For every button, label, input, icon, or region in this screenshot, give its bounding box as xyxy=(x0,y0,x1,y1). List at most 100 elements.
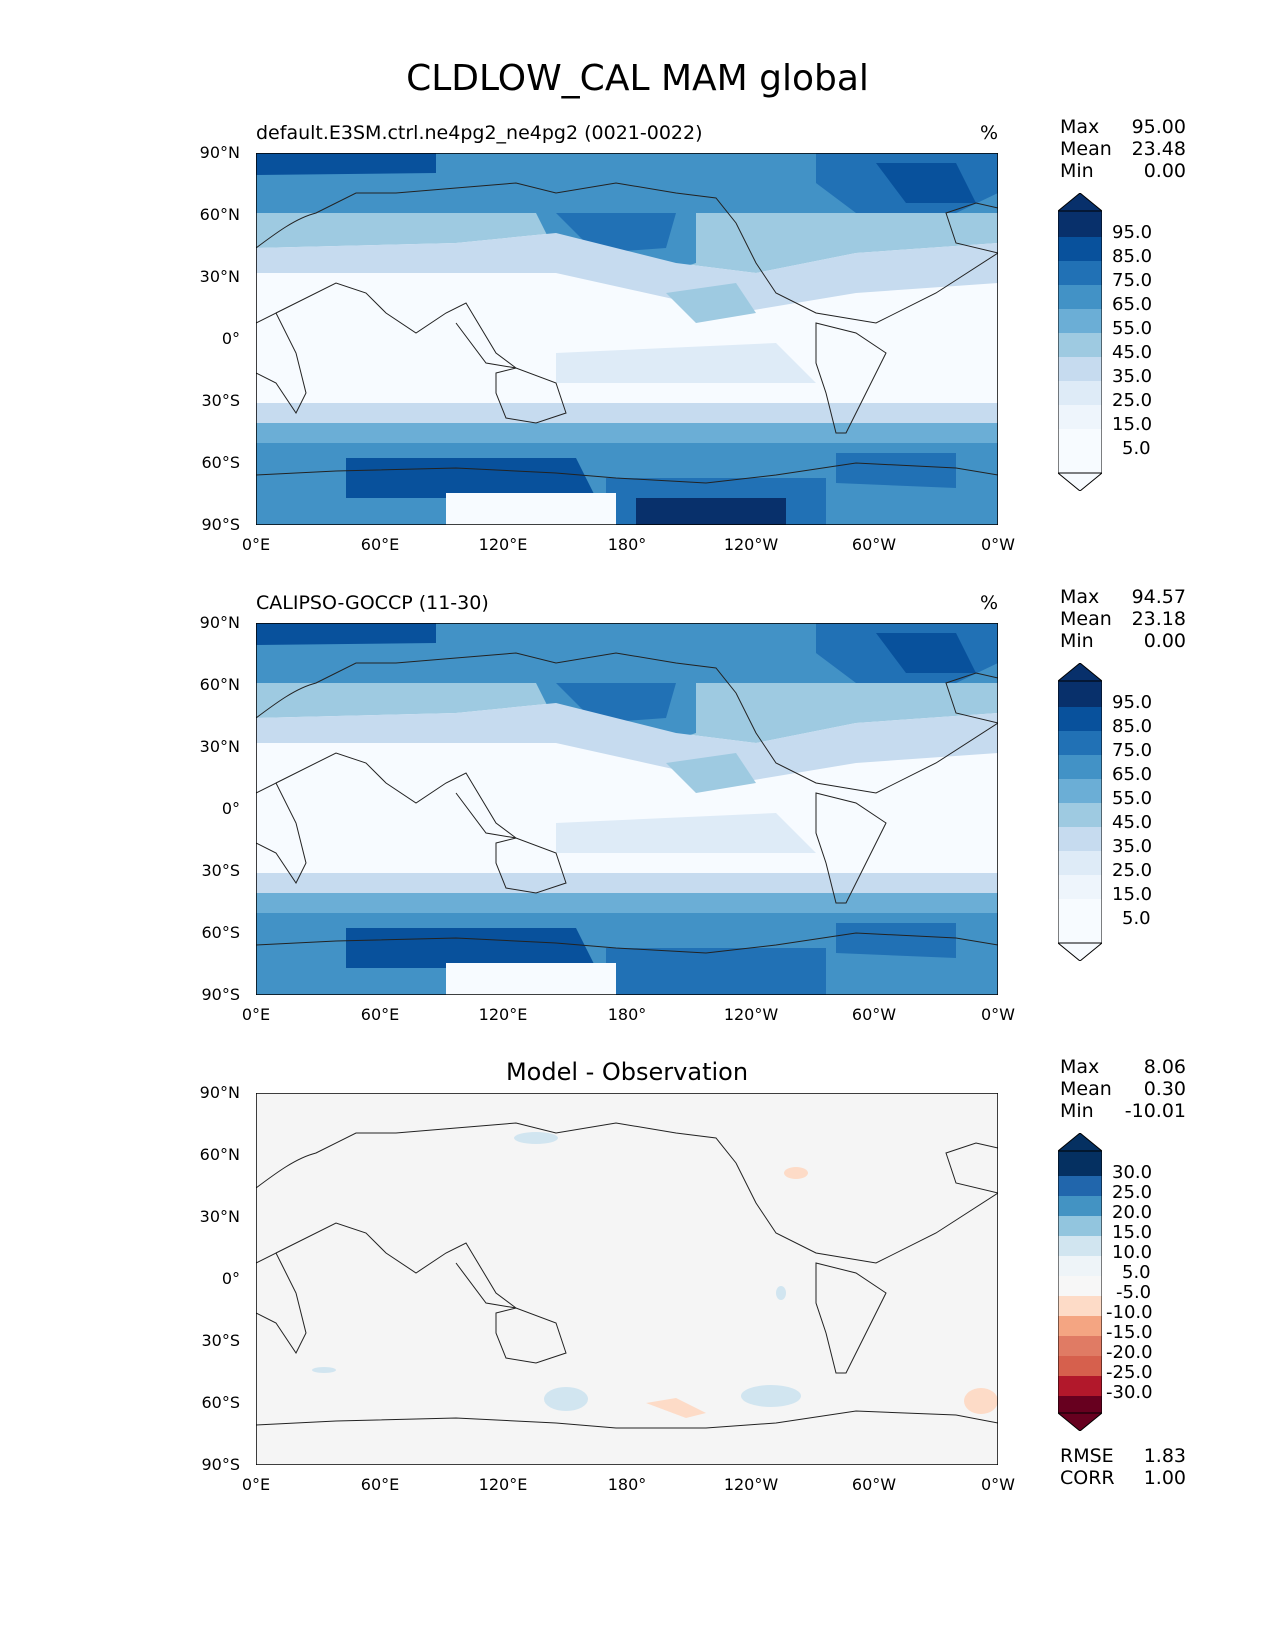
panel-1-colorbar-bin-5 xyxy=(1058,333,1102,357)
panel-2-title: CALIPSO-GOCCP (11-30) xyxy=(256,592,489,614)
panel-1-so-core-indian xyxy=(346,458,596,498)
panel-1-californian-sc xyxy=(666,283,756,323)
panel-3-cbar-label-20: 20.0 xyxy=(1112,1202,1153,1223)
panel-1-lat-60s: 60°S xyxy=(201,453,240,472)
panel-1-cbar-label-35: 35.0 xyxy=(1112,366,1153,387)
panel-3-rmse-value: 1.83 xyxy=(1143,1445,1186,1467)
panel-2-lon-0e: 0°E xyxy=(241,1005,271,1024)
figure-title: CLDLOW_CAL MAM global xyxy=(406,58,869,99)
panel-2-tropics-light xyxy=(556,813,816,853)
panel-3-lat-0: 0° xyxy=(221,1269,240,1288)
panel-1-cbar-label-15: 15.0 xyxy=(1112,414,1153,435)
panel-1-colorbar-bin-9 xyxy=(1058,237,1102,261)
panel-3-colorbar-bin-1 xyxy=(1058,1396,1102,1413)
panel-2-cbar-label-45: 45.0 xyxy=(1112,812,1153,833)
panel-2-colorbar-bin-4 xyxy=(1058,827,1102,851)
panel-2-lon-0w: 0°W xyxy=(981,1005,1015,1024)
panel-3-corr-value: 1.00 xyxy=(1143,1467,1186,1489)
panel-1-colorbar-bottom-arrow xyxy=(1058,472,1102,491)
panel-3-lon-60w: 60°W xyxy=(851,1475,897,1494)
panel-2-colorbar-bin-10 xyxy=(1058,681,1102,707)
panel-3-colorbar-bin-8 xyxy=(1058,1256,1102,1276)
panel-3-cbar-label-neg25: -25.0 xyxy=(1106,1362,1153,1383)
panel-2-colorbar-bin-1 xyxy=(1058,899,1102,943)
panel-2-lon-60e: 60°E xyxy=(360,1005,400,1024)
panel-2-lat-90n: 90°N xyxy=(199,613,240,632)
panel-2-colorbar-bin-7 xyxy=(1058,755,1102,779)
panel-3-lat-90n: 90°N xyxy=(199,1083,240,1102)
panel-3-mean-label: Mean xyxy=(1060,1078,1112,1100)
panel-1-colorbar-bin-6 xyxy=(1058,309,1102,333)
panel-1-cbar-label-85: 85.0 xyxy=(1112,246,1153,267)
panel-1-cbar-label-65: 65.0 xyxy=(1112,294,1153,315)
panel-2-lat-60n: 60°N xyxy=(199,675,240,694)
panel-1-cbar-label-25: 25.0 xyxy=(1112,390,1153,411)
panel-1-antarctic-plateau xyxy=(446,493,616,525)
panel-3-colorbar-bin-10 xyxy=(1058,1216,1102,1236)
panel-3-anomaly-swatlantic xyxy=(964,1388,998,1414)
panel-3-colorbar-top-arrow xyxy=(1058,1133,1102,1152)
panel-2-californian-sc xyxy=(666,753,756,793)
panel-3-corr-label: CORR xyxy=(1060,1467,1115,1489)
panel-2-cbar-label-75: 75.0 xyxy=(1112,740,1153,761)
panel-2-antarctic-core xyxy=(636,968,786,995)
panel-3-coastlines xyxy=(256,1122,998,1429)
panel-2-colorbar-bin-9 xyxy=(1058,707,1102,731)
panel-3-lon-60e: 60°E xyxy=(360,1475,400,1494)
panel-3-anomaly-sindian xyxy=(544,1387,588,1411)
panel-3-max-value: 8.06 xyxy=(1143,1056,1186,1078)
panel-1-cbar-label-75: 75.0 xyxy=(1112,270,1153,291)
panel-3-colorbar-bottom-arrow xyxy=(1058,1412,1102,1431)
panel-3-cbar-label-neg5: -5.0 xyxy=(1116,1282,1152,1303)
panel-3-colorbar-bin-4 xyxy=(1058,1336,1102,1356)
panel-3-cbar-label-neg10: -10.0 xyxy=(1106,1302,1153,1323)
panel-1-lon-120e: 120°E xyxy=(478,535,528,554)
panel-1-colorbar-bin-7 xyxy=(1058,285,1102,309)
panel-3-lon-120w: 120°W xyxy=(723,1475,779,1494)
panel-3-colorbar-bin-13 xyxy=(1058,1151,1102,1176)
panel-2-colorbar-bottom-arrow xyxy=(1058,942,1102,961)
panel-2-coastlines xyxy=(256,652,998,954)
panel-1-colorbar-frame xyxy=(1058,210,1102,474)
panel-1-units: % xyxy=(980,122,999,144)
panel-2-cbar-label-5: 5.0 xyxy=(1122,908,1151,929)
panel-1-lon-0w: 0°W xyxy=(981,535,1015,554)
panel-1-midlat-north-light xyxy=(256,233,998,313)
panel-3-min-label: Min xyxy=(1060,1100,1094,1122)
panel-2-colorbar-bin-6 xyxy=(1058,779,1102,803)
panel-3-cbar-label-15: 15.0 xyxy=(1112,1222,1153,1243)
panel-3-colorbar-bin-7 xyxy=(1058,1276,1102,1296)
panel-1-colorbar-bin-1 xyxy=(1058,429,1102,473)
panel-2-map xyxy=(256,623,998,995)
panel-3-anomaly-tropics xyxy=(776,1286,786,1300)
panel-1-antarctic-core xyxy=(636,498,786,525)
panel-3-anomaly-npacific xyxy=(784,1167,808,1179)
panel-2-greenland-core xyxy=(876,633,976,673)
panel-2-so-core-indian xyxy=(346,928,596,968)
panel-3-lat-60s: 60°S xyxy=(201,1393,240,1412)
panel-1-cbar-label-95: 95.0 xyxy=(1112,222,1153,243)
panel-2-cbar-label-25: 25.0 xyxy=(1112,860,1153,881)
panel-1-min-value: 0.00 xyxy=(1143,160,1186,182)
panel-1-lat-30n: 30°N xyxy=(199,267,240,286)
panel-3-lon-0w: 0°W xyxy=(981,1475,1015,1494)
panel-2-antarctic-plateau xyxy=(446,963,616,995)
panel-1-lat-0: 0° xyxy=(221,329,240,348)
panel-3-colorbar-bin-12 xyxy=(1058,1176,1102,1196)
panel-2-cbar-label-95: 95.0 xyxy=(1112,692,1153,713)
panel-3-cbar-label-10: 10.0 xyxy=(1112,1242,1153,1263)
panel-2-so-core-atlantic xyxy=(836,923,956,958)
panel-1-max-value: 95.00 xyxy=(1131,116,1186,138)
panel-3-map-background xyxy=(256,1093,998,1465)
panel-1-lon-60e: 60°E xyxy=(360,535,400,554)
panel-3-colorbar-bin-9 xyxy=(1058,1236,1102,1256)
panel-2-lat-30n: 30°N xyxy=(199,737,240,756)
panel-2-lat-90s: 90°S xyxy=(201,985,240,1004)
panel-2-midlat-north-light xyxy=(256,703,998,783)
panel-1-mean-value: 23.48 xyxy=(1131,138,1186,160)
panel-2-lon-120e: 120°E xyxy=(478,1005,528,1024)
panel-3-mean-value: 0.30 xyxy=(1143,1078,1186,1100)
panel-2-mean-value: 23.18 xyxy=(1131,608,1186,630)
panel-2-cbar-label-15: 15.0 xyxy=(1112,884,1153,905)
panel-3-anomaly-satlantic xyxy=(312,1367,336,1373)
